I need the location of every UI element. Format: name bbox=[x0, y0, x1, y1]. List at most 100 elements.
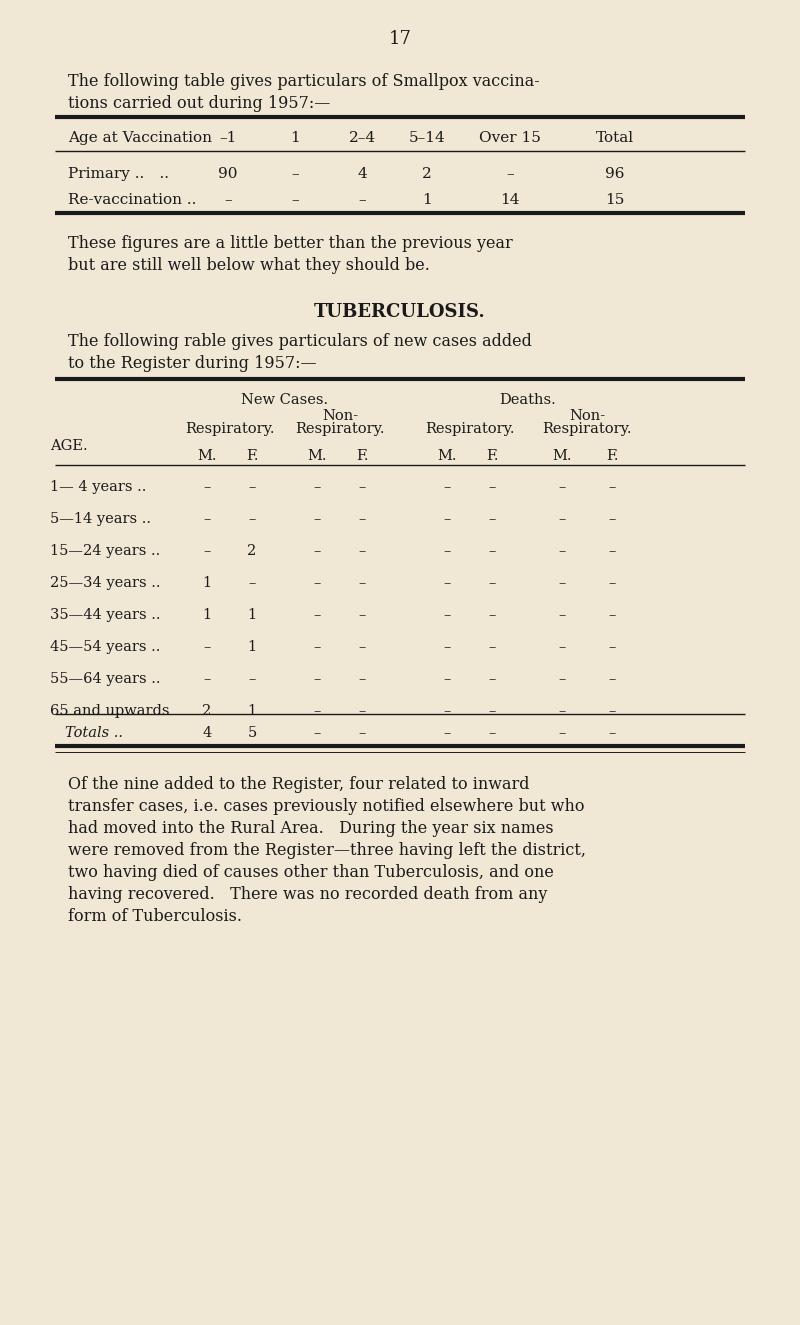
Text: F.: F. bbox=[606, 449, 618, 462]
Text: 15—24 years ..: 15—24 years .. bbox=[50, 545, 160, 558]
Text: These figures are a little better than the previous year: These figures are a little better than t… bbox=[68, 235, 513, 252]
Text: 1— 4 years ..: 1— 4 years .. bbox=[50, 480, 146, 494]
Text: –: – bbox=[443, 672, 450, 686]
Text: –: – bbox=[203, 480, 210, 494]
Text: AGE.: AGE. bbox=[50, 439, 88, 453]
Text: –1: –1 bbox=[219, 131, 237, 144]
Text: 5: 5 bbox=[247, 726, 257, 739]
Text: 1: 1 bbox=[247, 608, 257, 621]
Text: M.: M. bbox=[438, 449, 457, 462]
Text: 1: 1 bbox=[290, 131, 300, 144]
Text: Re-vaccination ..: Re-vaccination .. bbox=[68, 193, 196, 207]
Text: –: – bbox=[558, 672, 566, 686]
Text: –: – bbox=[443, 511, 450, 526]
Text: Non-: Non- bbox=[569, 409, 605, 423]
Text: –: – bbox=[488, 726, 496, 739]
Text: Total: Total bbox=[596, 131, 634, 144]
Text: –: – bbox=[608, 704, 616, 718]
Text: 25—34 years ..: 25—34 years .. bbox=[50, 576, 161, 590]
Text: –: – bbox=[314, 608, 321, 621]
Text: –: – bbox=[608, 511, 616, 526]
Text: –: – bbox=[608, 576, 616, 590]
Text: –: – bbox=[558, 576, 566, 590]
Text: –: – bbox=[608, 672, 616, 686]
Text: –: – bbox=[558, 704, 566, 718]
Text: –: – bbox=[203, 545, 210, 558]
Text: –: – bbox=[443, 704, 450, 718]
Text: Of the nine added to the Register, four related to inward: Of the nine added to the Register, four … bbox=[68, 776, 530, 792]
Text: 45—54 years ..: 45—54 years .. bbox=[50, 640, 160, 655]
Text: –: – bbox=[248, 576, 256, 590]
Text: to the Register during 1957:—: to the Register during 1957:— bbox=[68, 355, 317, 372]
Text: 4: 4 bbox=[357, 167, 367, 182]
Text: having recovered.   There was no recorded death from any: having recovered. There was no recorded … bbox=[68, 886, 547, 904]
Text: 1: 1 bbox=[247, 704, 257, 718]
Text: –: – bbox=[608, 640, 616, 655]
Text: F.: F. bbox=[486, 449, 498, 462]
Text: The following table gives particulars of Smallpox vaccina-: The following table gives particulars of… bbox=[68, 73, 540, 90]
Text: –: – bbox=[488, 511, 496, 526]
Text: –: – bbox=[314, 704, 321, 718]
Text: Respiratory.: Respiratory. bbox=[295, 421, 385, 436]
Text: M.: M. bbox=[307, 449, 326, 462]
Text: –: – bbox=[314, 511, 321, 526]
Text: –: – bbox=[443, 726, 450, 739]
Text: M.: M. bbox=[552, 449, 572, 462]
Text: F.: F. bbox=[356, 449, 368, 462]
Text: Respiratory.: Respiratory. bbox=[186, 421, 274, 436]
Text: 1: 1 bbox=[247, 640, 257, 655]
Text: two having died of causes other than Tuberculosis, and one: two having died of causes other than Tub… bbox=[68, 864, 554, 881]
Text: New Cases.: New Cases. bbox=[242, 394, 329, 407]
Text: –: – bbox=[558, 480, 566, 494]
Text: 17: 17 bbox=[389, 30, 411, 48]
Text: –: – bbox=[203, 640, 210, 655]
Text: Totals ..: Totals .. bbox=[65, 726, 123, 739]
Text: –: – bbox=[608, 608, 616, 621]
Text: –: – bbox=[488, 608, 496, 621]
Text: The following rable gives particulars of new cases added: The following rable gives particulars of… bbox=[68, 333, 532, 350]
Text: –: – bbox=[248, 480, 256, 494]
Text: –: – bbox=[291, 167, 299, 182]
Text: –: – bbox=[558, 511, 566, 526]
Text: –: – bbox=[443, 640, 450, 655]
Text: –: – bbox=[608, 545, 616, 558]
Text: 1: 1 bbox=[202, 576, 211, 590]
Text: but are still well below what they should be.: but are still well below what they shoul… bbox=[68, 257, 430, 274]
Text: –: – bbox=[358, 193, 366, 207]
Text: 2: 2 bbox=[202, 704, 212, 718]
Text: 4: 4 bbox=[202, 726, 212, 739]
Text: 1: 1 bbox=[422, 193, 432, 207]
Text: 2: 2 bbox=[422, 167, 432, 182]
Text: were removed from the Register—three having left the district,: were removed from the Register—three hav… bbox=[68, 841, 586, 859]
Text: 2: 2 bbox=[247, 545, 257, 558]
Text: 14: 14 bbox=[500, 193, 520, 207]
Text: 35—44 years ..: 35—44 years .. bbox=[50, 608, 161, 621]
Text: 5—14 years ..: 5—14 years .. bbox=[50, 511, 151, 526]
Text: –: – bbox=[358, 545, 366, 558]
Text: –: – bbox=[358, 511, 366, 526]
Text: –: – bbox=[443, 480, 450, 494]
Text: –: – bbox=[248, 672, 256, 686]
Text: 2–4: 2–4 bbox=[349, 131, 375, 144]
Text: Respiratory.: Respiratory. bbox=[542, 421, 632, 436]
Text: Age at Vaccination: Age at Vaccination bbox=[68, 131, 212, 144]
Text: Non-: Non- bbox=[322, 409, 358, 423]
Text: 90: 90 bbox=[218, 167, 238, 182]
Text: –: – bbox=[358, 726, 366, 739]
Text: –: – bbox=[358, 608, 366, 621]
Text: 65 and upwards: 65 and upwards bbox=[50, 704, 170, 718]
Text: –: – bbox=[224, 193, 232, 207]
Text: –: – bbox=[558, 545, 566, 558]
Text: –: – bbox=[506, 167, 514, 182]
Text: –: – bbox=[488, 672, 496, 686]
Text: 55—64 years ..: 55—64 years .. bbox=[50, 672, 161, 686]
Text: Over 15: Over 15 bbox=[479, 131, 541, 144]
Text: –: – bbox=[443, 545, 450, 558]
Text: had moved into the Rural Area.   During the year six names: had moved into the Rural Area. During th… bbox=[68, 820, 554, 837]
Text: Deaths.: Deaths. bbox=[500, 394, 556, 407]
Text: TUBERCULOSIS.: TUBERCULOSIS. bbox=[314, 303, 486, 321]
Text: –: – bbox=[558, 726, 566, 739]
Text: –: – bbox=[291, 193, 299, 207]
Text: –: – bbox=[248, 511, 256, 526]
Text: –: – bbox=[443, 608, 450, 621]
